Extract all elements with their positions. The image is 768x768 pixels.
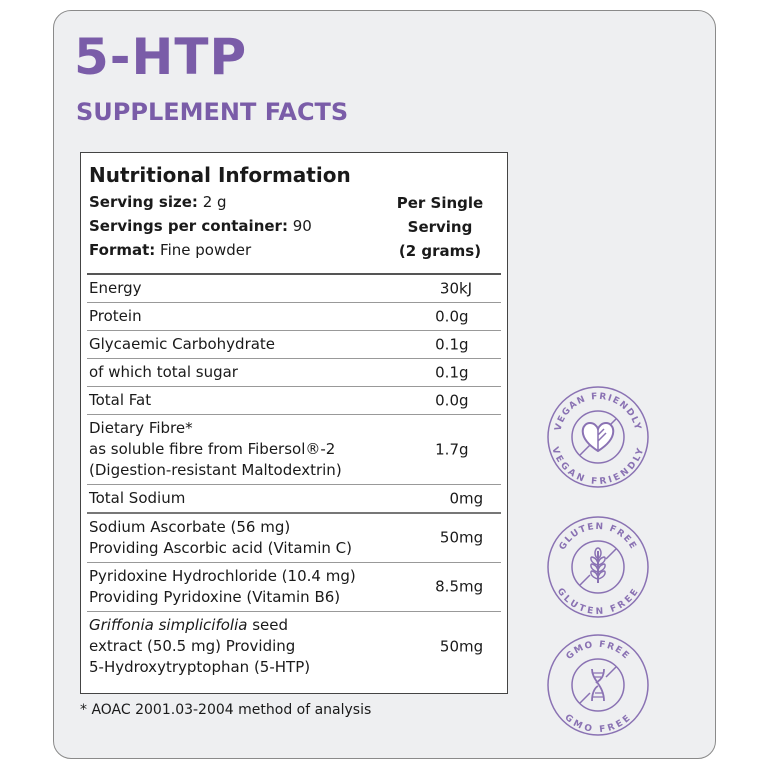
nutrient-value: 0.0 bbox=[435, 307, 459, 325]
nutrient-unit: g bbox=[459, 363, 469, 381]
label: Servings per container: bbox=[89, 217, 288, 235]
nutrient-unit: g bbox=[459, 307, 469, 325]
nutrient-unit: g bbox=[459, 335, 469, 353]
footnote: * AOAC 2001.03-2004 method of analysis bbox=[80, 702, 372, 718]
nutrient-row: Sodium Ascorbate (56 mg) Providing Ascorb… bbox=[87, 512, 501, 562]
nutrient-row: Protein 0.0 g bbox=[87, 302, 501, 330]
label: Format: bbox=[89, 241, 156, 259]
name-line: Pyridoxine Hydrochloride (10.4 mg) bbox=[89, 567, 356, 585]
nutrient-unit: g bbox=[459, 391, 469, 409]
badge-gmo-free: GMO FREE GMO FREE bbox=[546, 633, 650, 737]
italic-name: Griffonia simplicifolia bbox=[89, 616, 248, 634]
nutrient-row: Pyridoxine Hydrochloride (10.4 mg) Provid… bbox=[87, 562, 501, 611]
dna-icon bbox=[591, 668, 605, 702]
nutrient-value: 50 bbox=[439, 528, 459, 547]
section-subtitle: SUPPLEMENT FACTS bbox=[76, 98, 349, 126]
nutrient-row: Total Fat 0.0 g bbox=[87, 386, 501, 414]
wheat-icon bbox=[590, 547, 606, 583]
nutrient-value: 50 bbox=[439, 637, 459, 655]
nutrition-panel: Nutritional Information Serving size: 2 … bbox=[80, 152, 508, 694]
value: 2 g bbox=[202, 193, 227, 211]
name-line: Providing Pyridoxine (Vitamin B6) bbox=[89, 588, 341, 606]
per-serving-header: Per Single Serving (2 grams) bbox=[381, 191, 499, 263]
nutrient-name: Glycaemic Carbohydrate bbox=[89, 335, 276, 353]
svg-text:GMO FREE: GMO FREE bbox=[563, 713, 634, 735]
nutrient-row: Energy 30 kJ bbox=[87, 273, 501, 302]
nutrient-unit: mg bbox=[459, 489, 484, 507]
nutrient-unit: mg bbox=[459, 637, 484, 655]
nutrient-value: 0.0 bbox=[435, 391, 459, 409]
nutrient-row: Dietary Fibre* as soluble fibre from Fib… bbox=[87, 414, 501, 484]
per-line: Per Single bbox=[396, 194, 484, 212]
name-line: (Digestion-resistant Maltodextrin) bbox=[89, 461, 342, 479]
name-line: Providing Ascorbic acid (Vitamin C) bbox=[89, 539, 352, 557]
name-line: 5-Hydroxytryptophan (5-HTP) bbox=[89, 658, 311, 676]
per-line: Serving bbox=[407, 218, 473, 236]
name-line: seed bbox=[247, 616, 289, 634]
serving-size: Serving size: 2 g bbox=[89, 193, 227, 211]
nutrient-value: 0.1 bbox=[435, 335, 459, 353]
name-line: as soluble fibre from Fibersol®-2 bbox=[89, 440, 336, 458]
nutrient-name: of which total sugar bbox=[89, 363, 238, 381]
nutrient-value: 8.5 bbox=[435, 577, 459, 596]
value: Fine powder bbox=[160, 241, 252, 259]
nutrient-row: Glycaemic Carbohydrate 0.1 g bbox=[87, 330, 501, 358]
name-line: extract (50.5 mg) Providing bbox=[89, 637, 296, 655]
badge-gluten-free: GLUTEN FREE GLUTEN FREE bbox=[546, 515, 650, 619]
nutrient-value: 30 bbox=[439, 279, 459, 297]
nutrient-value: 0 bbox=[449, 489, 459, 507]
nutrient-name: Total Sodium bbox=[89, 489, 186, 507]
nutrient-row: of which total sugar 0.1 g bbox=[87, 358, 501, 386]
svg-text:GLUTEN FREE: GLUTEN FREE bbox=[555, 586, 642, 617]
nutrient-name: Griffonia simplicifolia seed extract (50.… bbox=[87, 615, 389, 678]
product-title: 5-HTP bbox=[74, 28, 248, 86]
badge-vegan-friendly: VEGAN FRIENDLY VEGAN FRIENDLY bbox=[546, 385, 650, 489]
nutrient-unit: kJ bbox=[459, 279, 473, 297]
panel-heading: Nutritional Information bbox=[89, 163, 351, 187]
nutrient-rows: Energy 30 kJ Protein 0.0 g Glycaemic Carbohydr… bbox=[87, 273, 501, 681]
nutrient-row: Total Sodium 0 mg bbox=[87, 484, 501, 512]
nutrient-unit: g bbox=[459, 440, 469, 458]
nutrient-unit: mg bbox=[459, 528, 484, 547]
nutrient-name: Energy bbox=[89, 279, 142, 297]
nutrient-row: Griffonia simplicifolia seed extract (50.… bbox=[87, 611, 501, 681]
nutrient-name: Dietary Fibre* as soluble fibre from Fib… bbox=[87, 418, 389, 481]
nutrient-value: 0.1 bbox=[435, 363, 459, 381]
per-line: (2 grams) bbox=[398, 242, 482, 260]
nutrient-value: 1.7 bbox=[435, 440, 459, 458]
servings-per-container: Servings per container: 90 bbox=[89, 217, 312, 235]
value: 90 bbox=[292, 217, 312, 235]
name-line: Sodium Ascorbate (56 mg) bbox=[89, 518, 291, 536]
nutrient-name: Protein bbox=[89, 307, 142, 325]
label: Serving size: bbox=[89, 193, 198, 211]
nutrient-name: Pyridoxine Hydrochloride (10.4 mg) Provid… bbox=[87, 566, 389, 608]
nutrient-name: Sodium Ascorbate (56 mg) Providing Ascorb… bbox=[87, 517, 389, 559]
badge-text-bottom: GLUTEN FREE bbox=[555, 586, 640, 617]
nutrient-unit: mg bbox=[459, 577, 484, 596]
badge-text-bottom: GMO FREE bbox=[563, 713, 633, 735]
format: Format: Fine powder bbox=[89, 241, 251, 259]
name-line: Dietary Fibre* bbox=[89, 419, 193, 437]
heart-leaf-icon bbox=[581, 421, 615, 453]
nutrient-name: Total Fat bbox=[89, 391, 152, 409]
